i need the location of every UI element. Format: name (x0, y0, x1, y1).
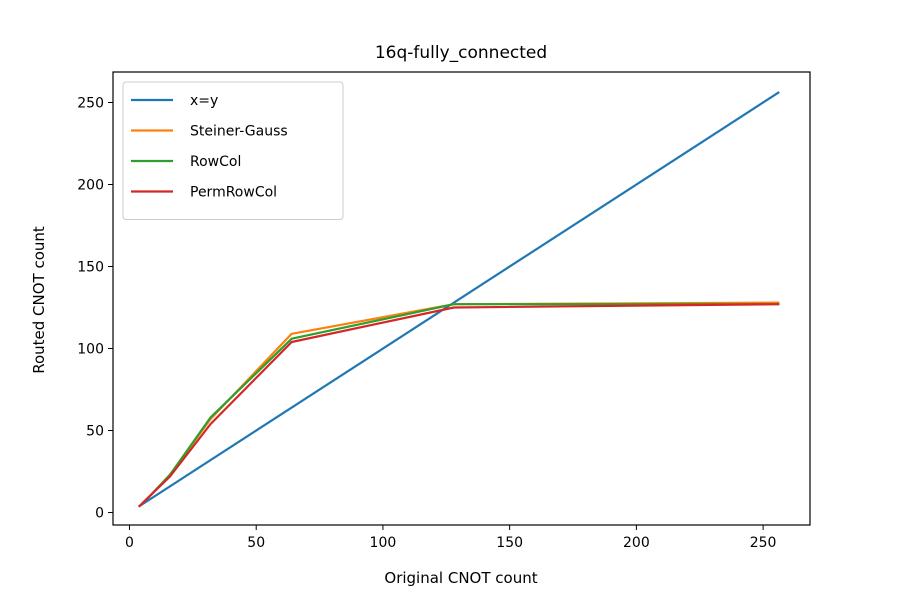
x-tick-label-3: 150 (496, 535, 523, 551)
y-tick-label-1: 50 (86, 424, 104, 440)
y-tick-label-3: 150 (77, 260, 104, 276)
axes-frame (112, 71, 811, 526)
legend-entry-0: x=y (190, 93, 218, 109)
legend-box (122, 81, 344, 220)
y-axis-label: Routed CNOT count (30, 226, 48, 374)
y-tick-label-4: 200 (77, 178, 104, 194)
y-tick-label-2: 100 (77, 342, 104, 358)
x-tick-label-5: 250 (750, 535, 777, 551)
x-tick-label-2: 100 (370, 535, 397, 551)
y-tick-label-0: 0 (95, 506, 104, 522)
y-tick-label-5: 250 (77, 96, 104, 112)
legend: x=y Steiner-Gauss RowCol PermRowCol (122, 81, 344, 220)
series-line-0 (138, 91, 780, 508)
axis-ticks: 0 50 100 150 200 250 0 50 100 150 200 250 (77, 96, 776, 551)
plot-area (112, 71, 811, 526)
legend-entry-2: RowCol (190, 154, 241, 170)
x-tick-label-4: 200 (623, 535, 650, 551)
legend-entry-3: PermRowCol (190, 185, 277, 201)
series-line-3 (138, 303, 780, 508)
chart-title: 16q-fully_connected (375, 43, 547, 63)
legend-entry-1: Steiner-Gauss (190, 124, 288, 140)
x-tick-label-1: 50 (247, 535, 265, 551)
x-axis-label: Original CNOT count (384, 569, 537, 587)
x-tick-label-0: 0 (125, 535, 134, 551)
